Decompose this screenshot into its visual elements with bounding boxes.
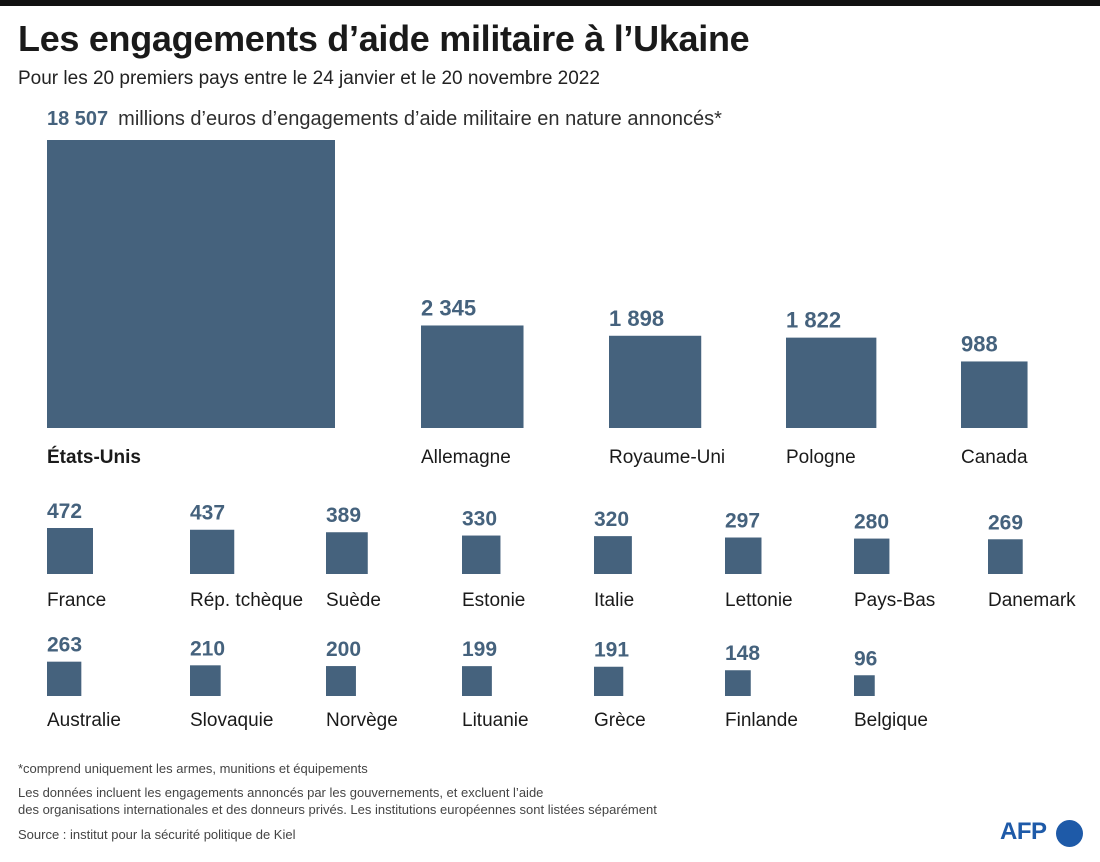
square-slovaquie: [190, 665, 221, 696]
value-label-rep-tcheque: 437: [190, 502, 225, 525]
country-label-suede: Suède: [326, 590, 381, 611]
afp-logo-dot: [1056, 820, 1083, 847]
country-label-belgique: Belgique: [854, 710, 928, 731]
value-label-pays-bas: 280: [854, 511, 889, 534]
value-label-grece: 191: [594, 639, 629, 662]
country-label-rep-tcheque: Rép. tchèque: [190, 590, 303, 611]
afp-logo: AFP: [1000, 818, 1047, 845]
country-label-canada: Canada: [961, 447, 1028, 468]
country-label-royaume-uni: Royaume-Uni: [609, 447, 725, 468]
square-australie: [47, 661, 82, 696]
value-label-finlande: 148: [725, 642, 760, 665]
value-label-belgique: 96: [854, 647, 877, 670]
footnote-data-line1: Les données incluent les engagements ann…: [18, 785, 544, 800]
value-label-france: 472: [47, 500, 82, 523]
square-lettonie: [725, 537, 762, 574]
square-pays-bas: [854, 538, 890, 574]
country-label-pologne: Pologne: [786, 447, 856, 468]
square-pologne: [786, 337, 877, 428]
square-lituanie: [462, 666, 492, 696]
value-label-australie: 263: [47, 634, 82, 657]
chart-subtitle: Pour les 20 premiers pays entre le 24 ja…: [18, 68, 600, 89]
country-label-norvege: Norvège: [326, 710, 398, 731]
square-etats-unis: [47, 140, 335, 428]
chart-title: Les engagements d’aide militaire à l’Uka…: [18, 18, 750, 59]
unit-row: 18 507 millions d’euros d’engagements d’a…: [47, 108, 722, 131]
unit-text: millions d’euros d’engagements d’aide mi…: [118, 108, 722, 130]
value-label-lituanie: 199: [462, 638, 497, 661]
value-label-allemagne: 2 345: [421, 295, 476, 320]
square-danemark: [988, 539, 1023, 574]
square-belgique: [854, 675, 875, 696]
value-label-suede: 389: [326, 504, 361, 527]
country-label-italie: Italie: [594, 590, 634, 611]
square-estonie: [462, 535, 501, 574]
country-label-australie: Australie: [47, 710, 121, 731]
country-label-grece: Grèce: [594, 710, 646, 731]
value-label-estonie: 330: [462, 508, 497, 531]
value-label-canada: 988: [961, 331, 998, 356]
square-suede: [326, 532, 368, 574]
country-label-lituanie: Lituanie: [462, 710, 529, 731]
country-label-lettonie: Lettonie: [725, 590, 793, 611]
square-allemagne: [421, 325, 524, 428]
country-label-etats-unis: États-Unis: [47, 446, 141, 468]
square-france: [47, 528, 93, 574]
country-label-france: France: [47, 590, 106, 611]
square-norvege: [326, 666, 356, 696]
source-line: Source : institut pour la sécurité polit…: [18, 827, 296, 842]
square-grece: [594, 666, 624, 696]
value-label-norvege: 200: [326, 638, 361, 661]
value-label-lettonie: 297: [725, 510, 760, 533]
top-rule: [0, 0, 1100, 6]
square-royaume-uni: [609, 335, 702, 428]
square-italie: [594, 536, 632, 574]
value-label-pologne: 1 822: [786, 308, 841, 333]
square-canada: [961, 361, 1028, 428]
square-finlande: [725, 670, 751, 696]
country-label-danemark: Danemark: [988, 590, 1076, 611]
square-rep-tcheque: [190, 529, 235, 574]
value-label-slovaquie: 210: [190, 637, 225, 660]
country-label-estonie: Estonie: [462, 590, 525, 611]
footnote-weapons: *comprend uniquement les armes, munition…: [18, 761, 368, 776]
country-label-allemagne: Allemagne: [421, 447, 511, 468]
value-label-danemark: 269: [988, 511, 1023, 534]
country-label-slovaquie: Slovaquie: [190, 710, 273, 731]
value-label-royaume-uni: 1 898: [609, 306, 664, 331]
first-value-label: 18 507: [47, 108, 109, 130]
country-label-pays-bas: Pays-Bas: [854, 590, 935, 611]
value-label-italie: 320: [594, 508, 629, 531]
country-label-finlande: Finlande: [725, 710, 798, 731]
footnote-data-line2: des organisations internationales et des…: [18, 802, 657, 817]
